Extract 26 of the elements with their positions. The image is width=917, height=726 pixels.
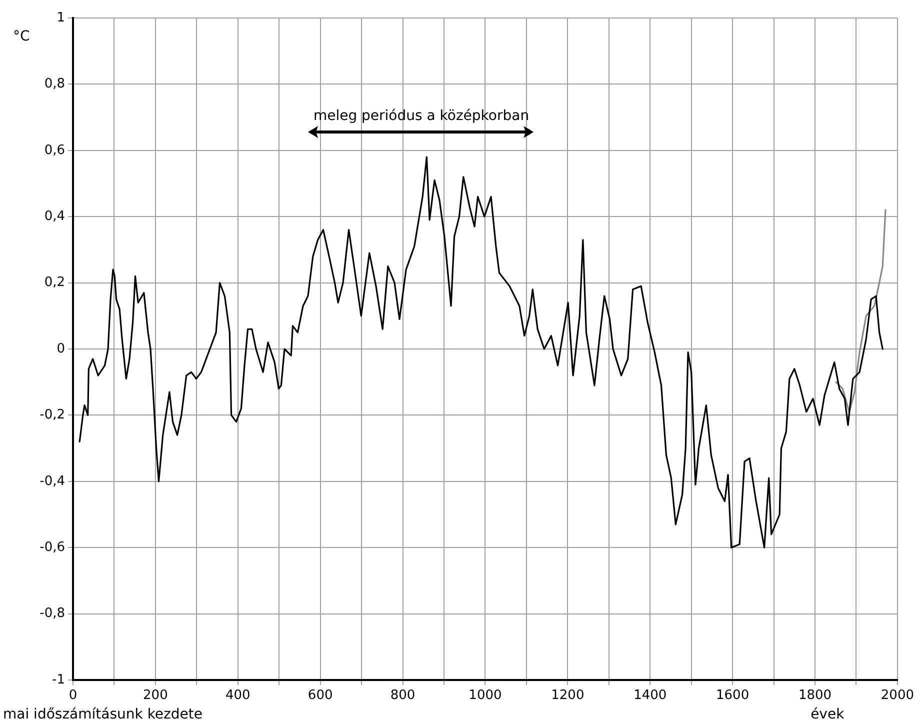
y-tick-label: -0,2 bbox=[40, 408, 65, 423]
annotation: meleg periódus a középkorban bbox=[313, 108, 530, 124]
x-tick-label: 600 bbox=[308, 688, 333, 704]
x-tick-label: 800 bbox=[390, 688, 416, 704]
y-tick-label: -0,8 bbox=[40, 606, 65, 622]
y-tick-label: -0,6 bbox=[40, 540, 65, 555]
y-tick-label: 0 bbox=[56, 341, 65, 356]
y-tick-label: 0,2 bbox=[44, 275, 65, 290]
x-tick-label: 200 bbox=[143, 688, 168, 704]
y-axis-title: °C bbox=[13, 28, 30, 45]
x-axis-title: évek bbox=[810, 706, 846, 723]
x-tick-label: 1600 bbox=[716, 688, 750, 704]
y-tick-label: 0,4 bbox=[44, 208, 65, 224]
x-tick-label: 1000 bbox=[468, 688, 502, 704]
y-tick-label: 0,8 bbox=[44, 76, 65, 92]
y-tick-label: -0,4 bbox=[40, 474, 65, 489]
x-tick-label: 1400 bbox=[634, 688, 667, 704]
x-tick-label: 1200 bbox=[551, 688, 584, 704]
x-tick-label: 0 bbox=[68, 688, 78, 704]
x-tick-label: 1800 bbox=[798, 688, 832, 704]
text: mai időszámításunk kezdete bbox=[3, 706, 202, 723]
y-tick-label: -1 bbox=[52, 672, 65, 688]
y-tick-label: 0,6 bbox=[44, 142, 65, 158]
y-tick-label: 1 bbox=[56, 10, 65, 26]
x-tick-label: 400 bbox=[225, 688, 250, 704]
x-tick-label: 2000 bbox=[880, 688, 914, 704]
